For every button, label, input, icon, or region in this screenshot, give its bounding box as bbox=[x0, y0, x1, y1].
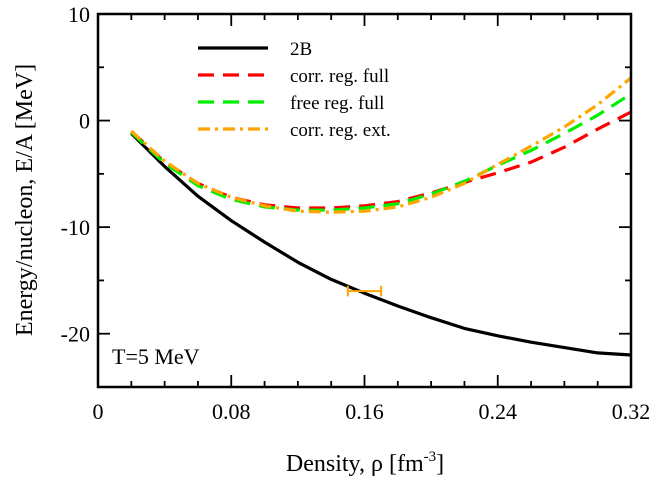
x-axis-title-main: Density, ρ [fm bbox=[286, 451, 424, 477]
y-tick-label: -20 bbox=[61, 322, 90, 347]
x-tick-label: 0 bbox=[93, 399, 104, 424]
ticks-group: 0 0.08 0.16 0.24 0.32 10 0 -10 -20 bbox=[61, 2, 651, 424]
error-marker bbox=[346, 285, 383, 297]
legend-label-0: 2B bbox=[290, 39, 312, 60]
y-tick-label: 0 bbox=[79, 109, 90, 134]
y-axis-title: Energy/nucleon, E/A [MeV] bbox=[12, 64, 38, 336]
x-tick-label: 0.32 bbox=[612, 399, 651, 424]
series-line-3 bbox=[130, 76, 633, 214]
series-line-2 bbox=[130, 92, 632, 212]
y-tick-label: -10 bbox=[61, 215, 90, 240]
x-tick-label: 0.24 bbox=[479, 399, 518, 424]
x-tick-label: 0.16 bbox=[345, 399, 384, 424]
x-tick-label: 0.08 bbox=[212, 399, 251, 424]
legend-label-3: corr. reg. ext. bbox=[290, 120, 391, 141]
legend-label-1: corr. reg. full bbox=[290, 66, 389, 87]
x-axis-title-sup: -3 bbox=[424, 449, 437, 465]
temperature-annotation: T=5 MeV bbox=[112, 344, 200, 369]
series-group bbox=[130, 76, 633, 357]
legend-label-2: free reg. full bbox=[290, 93, 384, 114]
series-line-0 bbox=[130, 132, 632, 357]
x-axis-title-end: ] bbox=[436, 451, 444, 477]
y-tick-label: 10 bbox=[68, 2, 90, 27]
legend: 2B corr. reg. full free reg. full corr. reg… bbox=[198, 39, 391, 141]
x-axis-title: Density, ρ [fm-3] bbox=[286, 449, 444, 477]
